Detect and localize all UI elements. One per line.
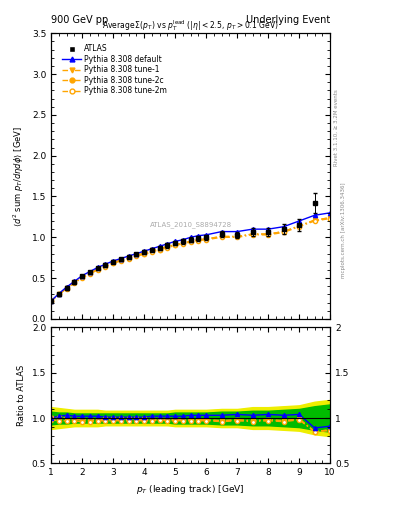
- Text: mcplots.cern.ch [arXiv:1306.3436]: mcplots.cern.ch [arXiv:1306.3436]: [342, 183, 346, 278]
- Text: ATLAS_2010_S8894728: ATLAS_2010_S8894728: [150, 221, 231, 228]
- X-axis label: $p_T$ (leading track) [GeV]: $p_T$ (leading track) [GeV]: [136, 483, 245, 496]
- Legend: ATLAS, Pythia 8.308 default, Pythia 8.308 tune-1, Pythia 8.308 tune-2c, Pythia 8: ATLAS, Pythia 8.308 default, Pythia 8.30…: [61, 43, 169, 97]
- Y-axis label: Ratio to ATLAS: Ratio to ATLAS: [17, 365, 26, 426]
- Text: Rivet 3.1.10, ≥ 3.2M events: Rivet 3.1.10, ≥ 3.2M events: [334, 90, 338, 166]
- Text: Average$\,\Sigma(p_T)$ vs $p_T^{\rm lead}$ ($|\eta|<2.5,\,p_T>0.1$ GeV): Average$\,\Sigma(p_T)$ vs $p_T^{\rm lead…: [102, 18, 279, 33]
- Text: Underlying Event: Underlying Event: [246, 15, 330, 25]
- Y-axis label: $\langle d^2$ sum $p_T/d\eta d\phi\rangle$ [GeV]: $\langle d^2$ sum $p_T/d\eta d\phi\rangl…: [12, 125, 26, 227]
- Text: 900 GeV pp: 900 GeV pp: [51, 15, 108, 25]
